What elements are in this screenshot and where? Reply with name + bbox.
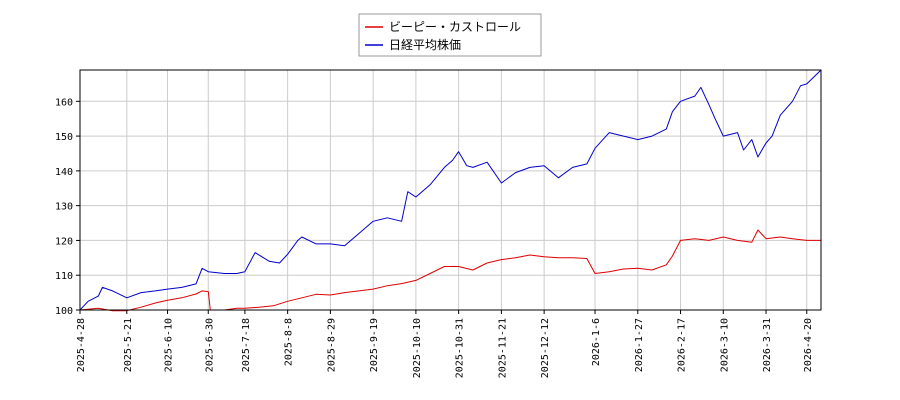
y-tick-label: 150 — [55, 132, 73, 143]
x-tick-label: 2025-5-21 — [123, 318, 134, 372]
x-tick-label: 2025-10-31 — [455, 318, 466, 378]
x-tick-label: 2025-12-12 — [540, 318, 551, 378]
y-tick-label: 100 — [55, 306, 73, 317]
legend-box — [358, 13, 542, 57]
y-tick-label: 160 — [55, 97, 73, 108]
y-axis: 100 110 120 130 140 150 160 — [55, 97, 80, 317]
legend: ビーピー・カストロール 日経平均株価 — [358, 13, 542, 57]
legend-label-series-1: ビーピー・カストロール — [389, 20, 521, 34]
x-tick-label: 2026-4-20 — [803, 318, 814, 372]
x-tick-label: 2025-6-10 — [164, 318, 175, 372]
y-tick-label: 130 — [55, 202, 73, 213]
x-tick-label: 2026-3-10 — [719, 318, 730, 372]
plot-frame — [79, 69, 822, 311]
plot-area — [80, 70, 821, 310]
y-tick-label: 110 — [55, 271, 73, 282]
series-layer — [79, 69, 822, 312]
series-line-2 — [79, 69, 822, 311]
x-tick-label: 2026-3-31 — [762, 318, 773, 372]
y-tick-label: 120 — [55, 236, 73, 247]
x-tick-label: 2025-9-19 — [369, 318, 380, 372]
x-tick-label: 2025-6-30 — [204, 318, 215, 372]
x-tick-label: 2025-10-10 — [412, 318, 423, 378]
legend-label-series-2: 日経平均株価 — [389, 37, 461, 52]
x-tick-label: 2025-8-8 — [284, 318, 295, 366]
x-tick-label: 2025-11-21 — [497, 318, 508, 378]
y-tick-label: 140 — [55, 167, 73, 178]
grid — [79, 70, 821, 311]
x-axis: 2025-4-28 2025-5-21 2025-6-10 2025-6-30 2025… — [76, 310, 814, 378]
x-tick-label: 2025-8-29 — [326, 318, 337, 372]
x-tick-label: 2026-1-27 — [634, 318, 645, 372]
x-tick-label: 2025-4-28 — [76, 318, 87, 372]
x-tick-label: 2025-7-18 — [241, 318, 252, 372]
x-tick-label: 2026-1-6 — [591, 318, 602, 366]
x-tick-label: 2026-2-17 — [677, 318, 688, 372]
series-line-1 — [79, 229, 821, 312]
